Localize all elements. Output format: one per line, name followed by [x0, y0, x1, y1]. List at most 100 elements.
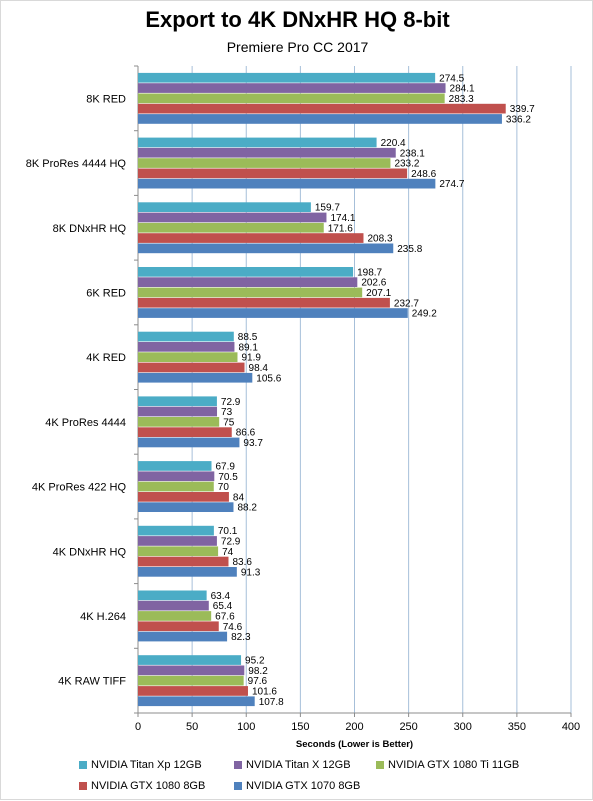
bar: [138, 222, 324, 233]
bar: [138, 437, 240, 448]
bar: [138, 471, 215, 482]
legend-label: NVIDIA Titan Xp 12GB: [91, 759, 202, 771]
data-label: 91.3: [241, 567, 261, 578]
data-label: 63.4: [211, 591, 231, 602]
legend-item: NVIDIA GTX 1080 Ti 11GB: [376, 759, 519, 771]
data-label: 65.4: [213, 601, 233, 612]
bar: [138, 72, 436, 83]
data-label: 202.6: [361, 278, 386, 289]
data-label: 72.9: [221, 537, 241, 548]
bar: [138, 308, 408, 318]
bar: [138, 417, 220, 427]
data-label: 336.2: [506, 115, 531, 126]
legend-item: NVIDIA Titan Xp 12GB: [79, 759, 202, 771]
bar: [138, 103, 506, 114]
x-tick-label: 300: [454, 721, 472, 733]
x-axis-label: Seconds (Lower is Better): [295, 739, 414, 750]
data-label: 220.4: [381, 138, 406, 149]
bar: [138, 372, 253, 383]
data-label: 67.6: [215, 612, 235, 623]
data-label: 70.5: [218, 472, 238, 483]
data-label: 89.1: [238, 342, 258, 353]
data-label: 235.8: [397, 244, 422, 255]
data-label: 74: [222, 547, 234, 558]
bar: [138, 352, 238, 362]
x-tick-label: 50: [186, 721, 198, 733]
bar: [138, 287, 363, 298]
data-label: 198.7: [357, 267, 382, 278]
bar: [138, 427, 232, 437]
bar: [138, 492, 229, 502]
data-label: 72.9: [221, 397, 241, 408]
bar: [138, 406, 218, 417]
bar: [138, 202, 311, 212]
data-label: 98.2: [248, 666, 268, 677]
bar: [138, 362, 245, 373]
data-label: 274.5: [439, 73, 464, 84]
category-label: 8K RED: [86, 93, 126, 105]
bar: [138, 137, 377, 148]
bar: [138, 297, 390, 308]
bar: [138, 461, 212, 471]
data-label: 70.1: [218, 526, 238, 537]
category-label: 4K RED: [86, 352, 126, 364]
data-label: 159.7: [315, 203, 340, 214]
x-tick-label: 400: [562, 721, 580, 733]
data-label: 248.6: [411, 169, 436, 180]
bar: [138, 83, 446, 93]
legend-item: NVIDIA Titan X 12GB: [234, 759, 351, 771]
legend-swatch: [376, 761, 384, 769]
data-label: 82.3: [231, 632, 251, 643]
bar: [138, 233, 364, 243]
bar: [138, 696, 255, 707]
x-tick-label: 200: [345, 721, 363, 733]
category-label: 4K H.264: [80, 611, 126, 623]
bar: [138, 396, 217, 407]
data-label: 174.1: [330, 213, 355, 224]
legend-label: NVIDIA GTX 1080 8GB: [91, 780, 206, 792]
legend: NVIDIA Titan Xp 12GB NVIDIA Titan X 12GB N…: [1, 753, 593, 797]
legend-label: NVIDIA GTX 1070 8GB: [246, 780, 361, 792]
legend-swatch: [234, 761, 242, 769]
bar: [138, 342, 235, 352]
data-label: 84: [233, 492, 245, 503]
x-tick-label: 150: [291, 721, 309, 733]
bar: [138, 243, 394, 254]
legend-label: NVIDIA GTX 1080 Ti 11GB: [388, 759, 520, 771]
bar: [138, 546, 219, 557]
bar: [138, 114, 502, 124]
legend-item: NVIDIA GTX 1080 8GB: [79, 780, 205, 792]
data-label: 283.3: [449, 94, 474, 105]
bar: [138, 147, 396, 158]
data-label: 339.7: [510, 104, 535, 115]
data-label: 73: [221, 407, 233, 418]
bar: [138, 158, 391, 168]
bar: [138, 567, 237, 577]
bar: [138, 267, 354, 277]
data-label: 70: [218, 482, 230, 493]
data-label: 83.6: [232, 557, 252, 568]
bar: [138, 655, 242, 665]
category-label: 4K RAW TIFF: [58, 676, 126, 688]
bar: [138, 665, 245, 676]
data-label: 74.6: [223, 622, 243, 633]
data-label: 208.3: [367, 234, 392, 245]
data-label: 88.5: [238, 332, 258, 343]
data-label: 107.8: [259, 697, 284, 708]
data-label: 98.4: [249, 363, 269, 374]
data-label: 86.6: [236, 428, 256, 439]
data-label: 95.2: [245, 656, 265, 667]
chart-title: Export to 4K DNxHR HQ 8-bit: [145, 7, 450, 32]
bar: [138, 686, 248, 696]
bar: [138, 502, 234, 512]
legend-swatch: [79, 782, 87, 790]
category-label: 4K ProRes 422 HQ: [32, 482, 127, 494]
bar: [138, 621, 219, 632]
data-label: 101.6: [252, 687, 277, 698]
legend-label: NVIDIA Titan X 12GB: [246, 759, 351, 771]
data-label: 238.1: [400, 148, 425, 159]
bar: [138, 168, 408, 179]
data-label: 171.6: [328, 223, 353, 234]
